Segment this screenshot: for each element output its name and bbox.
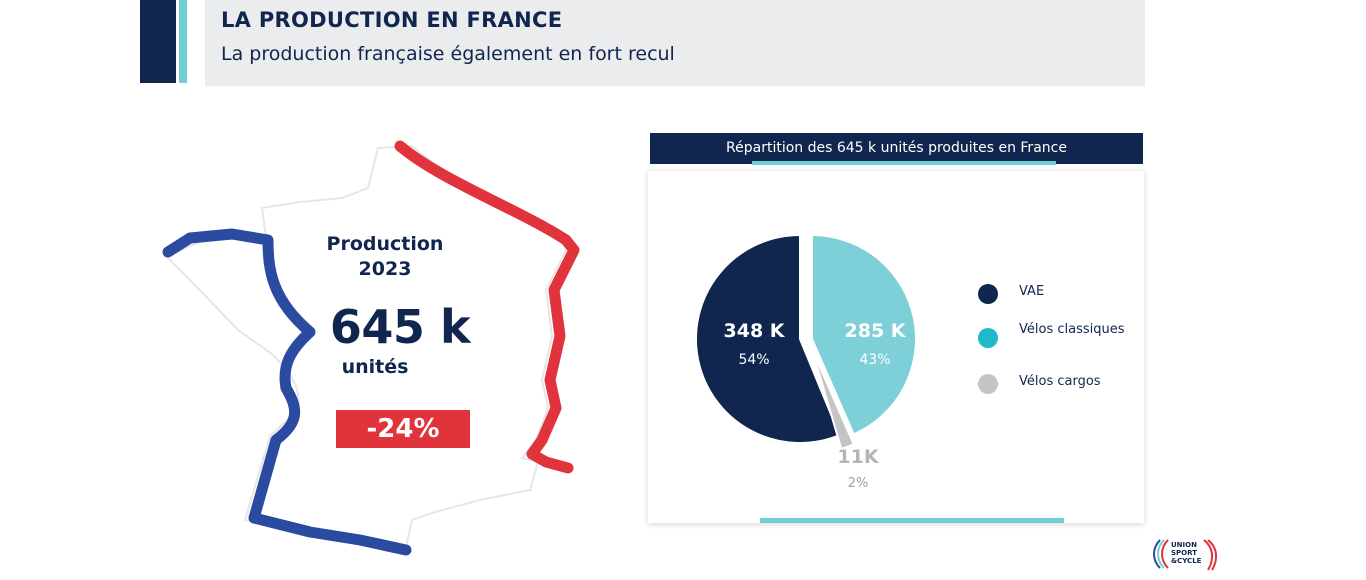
pie-percent-label-cargos: 2% xyxy=(848,476,869,491)
header-accent-cyan xyxy=(179,0,187,83)
change-badge: -24% xyxy=(336,410,470,448)
pie-value-label-cargos: 11K xyxy=(837,446,879,468)
pie-percent-label-classiques: 43% xyxy=(859,352,890,368)
production-label-line1: Production xyxy=(326,233,444,255)
legend-label-classiques: Vélos classiques xyxy=(1019,322,1125,337)
logo-text: UNION SPORT &CYCLE xyxy=(1171,541,1201,565)
chart-footer-accent xyxy=(760,518,1064,523)
production-unit: unités xyxy=(341,356,409,378)
production-year: 2023 xyxy=(358,258,412,280)
pie-value-label-classiques: 285 K xyxy=(845,320,907,342)
production-label: Production 2023 xyxy=(290,232,480,282)
logo-line1: UNION xyxy=(1171,541,1197,549)
logo-line3: &CYCLE xyxy=(1171,557,1202,565)
pie-slice-0 xyxy=(695,233,841,444)
pie-slice-2 xyxy=(811,348,856,451)
pie-percent-label-vae: 54% xyxy=(738,352,769,368)
legend-swatch-cargos xyxy=(978,374,998,394)
france-map-icon xyxy=(162,140,580,556)
header-banner: LA PRODUCTION EN FRANCE La production fr… xyxy=(205,0,1145,86)
header-accent-navy xyxy=(140,0,176,83)
pie-value-label-vae: 348 K xyxy=(724,320,786,342)
legend-label-cargos: Vélos cargos xyxy=(1019,374,1101,389)
pie-slice-1 xyxy=(811,233,917,436)
page-subtitle: La production française également en for… xyxy=(221,43,675,65)
pie-chart: 348 K 54% 285 K 43% 11K 2% xyxy=(695,233,917,491)
chart-title: Répartition des 645 k unités produites e… xyxy=(650,133,1143,164)
chart-title-accent xyxy=(752,161,1056,165)
page-title: LA PRODUCTION EN FRANCE xyxy=(221,8,563,32)
legend-label-vae: VAE xyxy=(1019,284,1045,299)
logo-line2: SPORT xyxy=(1171,549,1197,557)
legend-swatch-vae xyxy=(978,284,998,304)
legend-swatch-classiques xyxy=(978,328,998,348)
production-value: 645 k xyxy=(329,300,471,354)
union-sport-cycle-logo-icon xyxy=(1153,539,1218,571)
